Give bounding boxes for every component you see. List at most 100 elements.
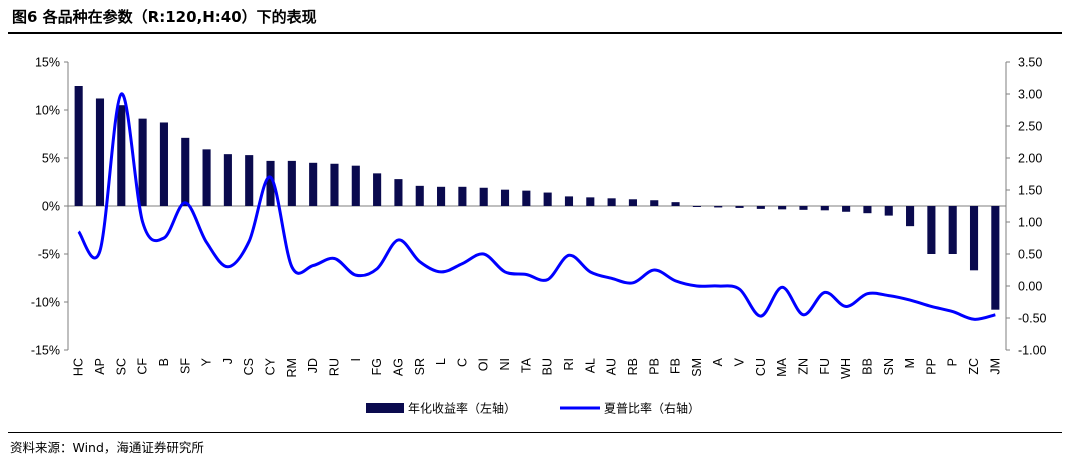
x-tick-label: P (946, 358, 960, 366)
x-tick-label: RU (327, 358, 341, 376)
bar-MA (778, 206, 787, 210)
bar-NI (500, 189, 510, 206)
x-tick-label: A (711, 357, 725, 366)
bar-OI (479, 187, 488, 206)
left-tick-label: 5% (42, 152, 60, 166)
bar-PB (650, 200, 659, 206)
x-tick-label: SR (413, 358, 427, 375)
bar-JM (991, 206, 1000, 310)
right-tick-label: 0.00 (1018, 280, 1042, 294)
x-tick-label: M (903, 358, 917, 368)
bar-M (906, 206, 915, 227)
bar-AL (586, 197, 595, 206)
x-tick-label: NI (498, 358, 512, 371)
right-tick-label: 3.00 (1018, 88, 1042, 102)
bar-SN (884, 206, 893, 216)
x-tick-label: AG (391, 358, 405, 376)
bar-AU (607, 198, 616, 206)
bar-A (714, 206, 723, 208)
x-tick-label: B (157, 358, 171, 366)
x-tick-label: FU (818, 358, 832, 375)
bar-FU (820, 206, 829, 211)
bar-SC (117, 105, 126, 206)
x-tick-label: RB (626, 358, 640, 375)
bar-V (735, 206, 744, 208)
x-tick-label: JM (988, 358, 1002, 375)
bar-AG (394, 179, 403, 206)
x-tick-label: PB (647, 358, 661, 375)
bar-SM (692, 206, 701, 207)
x-tick-label: AL (583, 358, 597, 373)
left-axis: -15% -10% -5% 0% 5% 10% 15% (31, 56, 1006, 358)
source-note: 资料来源：Wind，海通证券研究所 (10, 440, 204, 455)
bar-I (351, 165, 360, 206)
bar-P (948, 206, 957, 254)
legend: 年化收益率（左轴） 夏普比率（右轴） (366, 401, 700, 416)
right-tick-label: 3.50 (1018, 56, 1042, 70)
x-tick-label: PP (924, 358, 938, 375)
x-tick-label: CF (136, 358, 150, 375)
right-tick-label: -0.50 (1018, 312, 1047, 326)
bar-L (437, 186, 446, 206)
left-tick-label: 0% (42, 200, 60, 214)
x-tick-label: C (455, 358, 469, 367)
x-tick-label: CY (264, 357, 278, 375)
right-tick-label: 0.50 (1018, 248, 1042, 262)
x-tick-label: SC (114, 358, 128, 375)
right-tick-label: 1.50 (1018, 184, 1042, 198)
bar-TA (522, 190, 531, 206)
bar-RI (564, 196, 574, 206)
x-tick-label: HC (72, 358, 86, 376)
bar-J (223, 154, 232, 206)
x-tick-label: WH (839, 358, 853, 379)
right-tick-label: 1.00 (1018, 216, 1042, 230)
line-series (77, 92, 996, 321)
x-tick-label: ZN (796, 358, 810, 375)
left-tick-label: 10% (35, 104, 60, 118)
right-tick-label: -1.00 (1018, 344, 1047, 358)
x-tick-label: BU (541, 358, 555, 375)
legend-line-label: 夏普比率（右轴） (604, 401, 700, 416)
left-tick-label: -5% (38, 248, 60, 262)
bar-FG (373, 173, 382, 206)
sharpe-line (77, 92, 996, 321)
x-tick-label: ZC (967, 358, 981, 375)
bar-HC (74, 86, 83, 206)
x-tick-label: V (733, 357, 747, 366)
x-tick-label: SF (178, 358, 192, 374)
bar-RU (330, 163, 339, 206)
bar-CY (266, 160, 275, 206)
chart-title: 图6 各品种在参数（R:120,H:40）下的表现 (12, 8, 317, 26)
legend-bar-label: 年化收益率（左轴） (408, 401, 516, 416)
x-tick-label: J (221, 358, 235, 364)
x-tick-label: FB (669, 358, 683, 374)
x-tick-label: CU (754, 358, 768, 376)
right-axis: -1.00 -0.50 0.00 0.50 1.00 1.50 2.00 2.50 3.00 3.… (1005, 56, 1047, 358)
bar-C (458, 186, 467, 206)
x-tick-label: L (434, 358, 448, 365)
bar-CF (138, 118, 147, 206)
bar-BU (543, 192, 552, 206)
bar-RM (287, 160, 296, 206)
bar-SR (415, 185, 424, 206)
bar-FB (671, 202, 680, 206)
bar-series (74, 86, 1000, 310)
bar-Y (202, 149, 211, 206)
title-rule (8, 32, 1062, 34)
x-tick-label: RI (562, 358, 576, 371)
x-tick-label: CS (242, 358, 256, 375)
left-tick-label: -15% (31, 344, 60, 358)
x-tick-label: FG (370, 358, 384, 375)
x-tick-label: I (349, 358, 363, 361)
x-tick-label: JD (306, 358, 320, 373)
x-tick-label: MA (775, 357, 789, 376)
bar-B (159, 122, 168, 206)
bar-ZC (969, 206, 979, 271)
source-rule (8, 432, 1062, 433)
x-tick-label: OI (477, 358, 491, 371)
left-tick-label: 15% (35, 56, 60, 70)
bar-CU (756, 206, 765, 209)
x-axis: HC AP SC CF B SF Y J CS CY RM JD RU I FG AG SR L C OI NI TA BU… (72, 357, 1003, 378)
bar-SF (181, 137, 190, 206)
